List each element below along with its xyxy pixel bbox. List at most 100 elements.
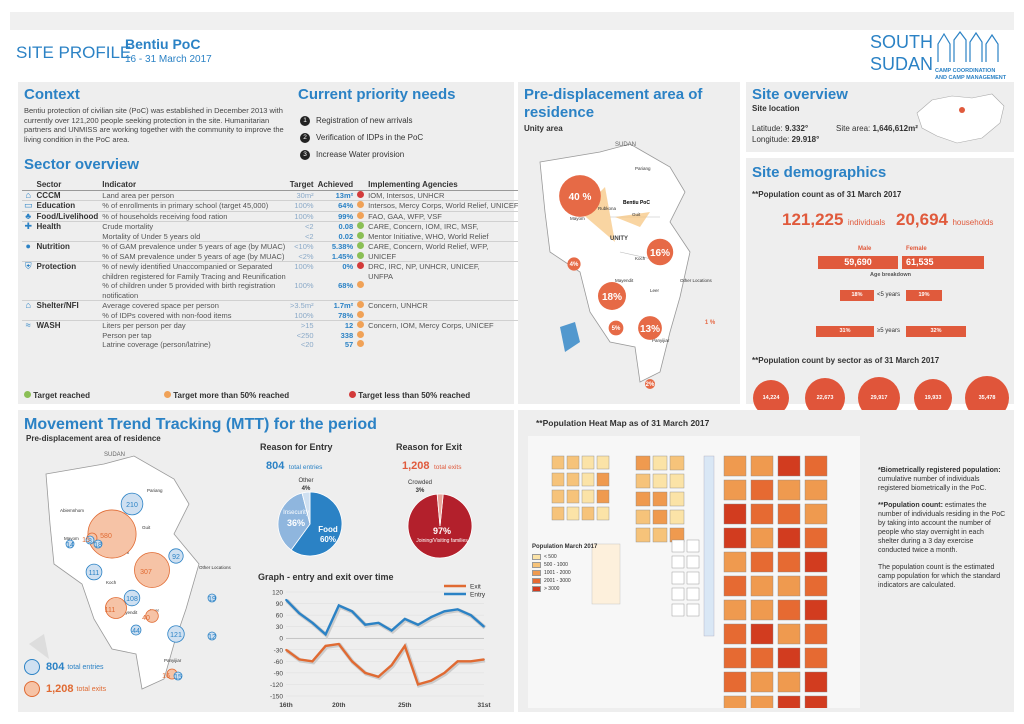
sector-cell-status xyxy=(355,201,366,212)
site-overview-title: Site overview xyxy=(752,86,848,103)
entry-line-shadow xyxy=(285,599,487,639)
sector-cell-indicator: Person per tap xyxy=(102,330,152,340)
sector-cell-target: 100% xyxy=(294,310,314,320)
red-dot-icon xyxy=(349,391,356,398)
exit-joining-pct: 97% xyxy=(433,526,451,536)
exit-total-label: total exits xyxy=(433,464,462,471)
sector-cell-agencies: IOM, Intersos, UNHCR xyxy=(368,190,445,200)
y-tick-label: 60 xyxy=(276,613,284,620)
priority-number: 3 xyxy=(300,149,310,160)
heatmap-block xyxy=(566,506,580,521)
sector-cell-indicator: % of IDPs covered with non-food items xyxy=(102,310,232,320)
sector-cell-status xyxy=(355,272,366,282)
sector-cell-status xyxy=(355,281,366,291)
sector-icon xyxy=(22,311,35,321)
heatmap-block xyxy=(750,527,774,549)
green-dot-icon xyxy=(24,391,31,398)
status-dot-icon xyxy=(357,321,365,328)
heatmap-legend-row: > 3000 xyxy=(532,585,602,593)
map-label-mayendit: Mayendit xyxy=(615,278,634,283)
priority-text: Increase Water provision xyxy=(316,150,405,159)
heatmap-legend-swatch xyxy=(532,554,541,560)
sector-icon xyxy=(22,252,35,262)
entry-point xyxy=(364,623,366,626)
heatmap-block xyxy=(777,695,801,717)
heatmap-block xyxy=(671,587,685,601)
legend-reached-label: Target reached xyxy=(33,391,90,400)
sector-cell-agencies: UNICEF xyxy=(368,251,397,261)
heatmap-map xyxy=(528,436,860,724)
sector-cell-achieved: 12 xyxy=(344,321,354,330)
heatmap-road xyxy=(703,455,715,637)
under5-label: <5 years xyxy=(877,292,901,298)
sector-table-row: % of IDPs covered with non-food items 100… xyxy=(22,310,520,321)
orange-dot-icon xyxy=(164,391,171,398)
over5-male-value: 31% xyxy=(839,328,851,334)
entry-point xyxy=(417,623,419,626)
heatmap-block xyxy=(723,623,747,645)
sector-cell-target: >3.5m² xyxy=(290,301,314,310)
y-tick-label: 90 xyxy=(276,601,284,608)
heatmap-legend-row: 2001 - 3000 xyxy=(532,577,602,585)
heatmap-block xyxy=(750,695,774,717)
heatmap-block xyxy=(750,551,774,573)
longitude-value: 29.918° xyxy=(791,135,820,144)
heatmap-block xyxy=(777,455,801,477)
note-biometric-text: cumulative number of individuals registe… xyxy=(878,476,987,492)
exit-pie-chart: 97% Joining/Visiting families Crowded 3% xyxy=(407,480,473,559)
heatmap-block xyxy=(777,599,801,621)
mtt-legend-entries: 804 total entries xyxy=(24,656,106,678)
legend-low-label: Target less than 50% reached xyxy=(358,391,471,400)
households-row: 20,694 households xyxy=(896,210,993,230)
heatmap-legend-label: < 500 xyxy=(544,554,557,560)
context-title: Context xyxy=(24,86,80,103)
exit-bubble-label: 580 xyxy=(100,533,112,540)
cccm-logo xyxy=(932,30,1004,66)
exit-joining-label: Joining/Visiting families xyxy=(416,538,468,544)
y-tick-label: -90 xyxy=(274,670,284,677)
sector-icon: ⌂ xyxy=(25,300,31,310)
exit-point xyxy=(417,683,419,686)
under5-male-value: 18% xyxy=(851,292,863,298)
heatmap-block xyxy=(581,455,595,470)
sector-icon xyxy=(22,272,35,282)
sector-cell-indicator: % of newly identified Unaccompanied or S… xyxy=(102,262,273,271)
sector-cell-sector-name xyxy=(35,272,101,282)
pie-slice xyxy=(290,491,343,557)
sector-cell-indicator: Latrine coverage (person/latrine) xyxy=(102,340,211,349)
entry-food-label: Food xyxy=(318,525,338,534)
sector-table-row: ≈ WASH Liters per person per day >15 12 Conce… xyxy=(22,320,521,331)
y-tick-label: -60 xyxy=(274,659,284,666)
sector-cell-achieved: 57 xyxy=(344,340,354,349)
heatmap-block xyxy=(551,489,565,504)
sector-table-row: notification xyxy=(22,291,520,301)
longitude-label: Longitude: xyxy=(752,135,790,144)
heatmap-block xyxy=(669,491,685,507)
heatmap-block xyxy=(551,455,565,470)
legend-item-half: Target more than 50% reached xyxy=(164,391,289,400)
heatmap-legend-row: 500 - 1000 xyxy=(532,561,602,569)
heatmap-block xyxy=(804,503,828,525)
sector-icon: ≈ xyxy=(25,320,31,330)
households-label: households xyxy=(952,218,994,227)
heatmap-block xyxy=(723,551,747,573)
heatmap-block xyxy=(566,455,580,470)
site-profile-label: SITE PROFILE xyxy=(16,43,132,62)
sector-cell-target: <10% xyxy=(294,242,314,251)
sector-cell-sector-name: Food/Livelihood xyxy=(36,211,99,221)
unity-map-svg: SUDAN UNITY Pariang Abiemnhom Rubkona Be… xyxy=(539,142,716,389)
map-label-bentiu-poc: Bentiu PoC xyxy=(623,200,650,206)
sector-cell-status xyxy=(355,301,366,311)
note-population-text: estimates the number of individuals resi… xyxy=(878,502,1006,554)
male-bar: 59,690 xyxy=(818,256,898,269)
priority-item: 3 Increase Water provision xyxy=(300,146,510,163)
x-tick-label: 31st xyxy=(477,702,491,709)
sector-cell-sector-name xyxy=(35,252,101,262)
cccm-text-line2: AND CAMP MANAGEMENT xyxy=(935,75,1007,81)
entry-bubble xyxy=(207,593,217,603)
residence-bubble xyxy=(559,175,601,217)
legend-series-name: Exit xyxy=(470,584,481,591)
map-label-panyijiar: Panyijiar xyxy=(652,338,670,343)
heatmap-block xyxy=(804,551,828,573)
